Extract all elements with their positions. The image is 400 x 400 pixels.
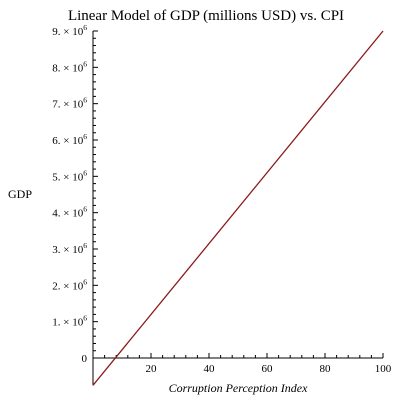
x-tick-label: 40 [204, 363, 216, 375]
chart-title: Linear Model of GDP (millions USD) vs. C… [68, 8, 344, 24]
y-tick-label: 8. × 106 [52, 59, 87, 74]
x-tick-label: 60 [262, 363, 274, 375]
series-line [92, 30, 384, 386]
y-tick-label: 4. × 106 [52, 205, 87, 220]
y-tick-label: 7. × 106 [52, 96, 87, 111]
y-tick-label: 0 [82, 353, 88, 365]
x-tick-label: 20 [146, 363, 158, 375]
x-axis-label: Corruption Perception Index [169, 381, 309, 395]
x-tick-label: 100 [375, 363, 392, 375]
y-ticks: 0 1. × 106 2. × 106 3. × 106 4. × 106 5. × 10… [52, 23, 98, 365]
y-tick-label: 3. × 106 [52, 241, 87, 256]
y-tick-label: 9. × 106 [52, 23, 87, 38]
x-ticks: 20 40 60 80 100 [104, 353, 392, 375]
y-tick-label: 6. × 106 [52, 132, 87, 147]
y-axis-label: GDP [8, 187, 32, 201]
axes [92, 31, 383, 386]
y-tick-label: 5. × 106 [52, 168, 87, 183]
y-tick-label: 2. × 106 [52, 277, 87, 292]
y-tick-label: 1. × 106 [52, 314, 87, 329]
x-tick-label: 80 [320, 363, 332, 375]
plot-lines [92, 30, 384, 386]
